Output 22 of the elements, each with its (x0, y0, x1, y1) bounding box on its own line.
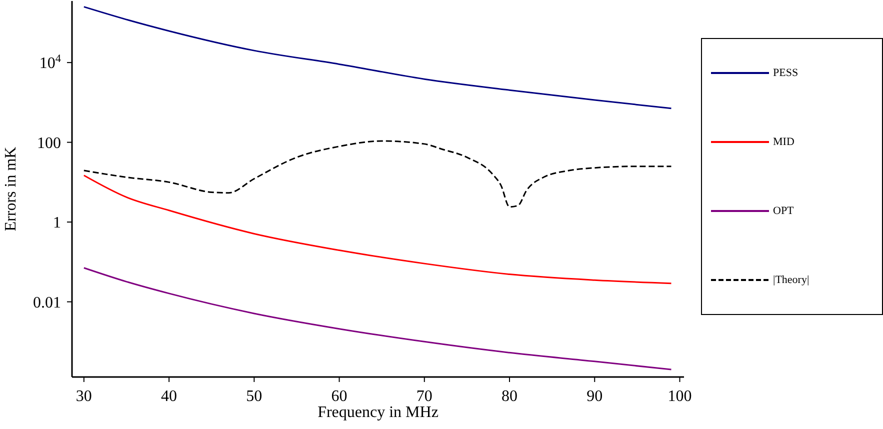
legend-label: OPT (773, 204, 794, 217)
y-tick-label: 0.01 (33, 294, 61, 312)
line-series (83, 267, 672, 370)
y-axis-title: Errors in mK (2, 146, 20, 232)
line-series (83, 174, 672, 284)
legend-label: PESS (773, 67, 798, 80)
x-tick-label: 80 (502, 388, 518, 405)
x-tick-label: 60 (331, 388, 348, 405)
y-tick-label: 100 (37, 134, 61, 152)
x-tick-label: 40 (161, 388, 178, 405)
legend-label: MID (773, 136, 794, 148)
x-axis-title: Frequency in MHz (318, 404, 438, 421)
y-tick-label: 10$^{4}$ (39, 53, 62, 72)
line-series (83, 140, 672, 208)
x-tick-label: 100 (668, 388, 692, 405)
line-series (83, 6, 672, 110)
legend-label: |Theory| (773, 274, 810, 286)
x-tick-label: 90 (586, 388, 603, 405)
x-tick-label: 50 (246, 388, 262, 405)
y-tick-label: 1 (53, 214, 61, 232)
x-tick-label: 70 (416, 388, 432, 405)
x-tick-label: 30 (76, 388, 92, 405)
